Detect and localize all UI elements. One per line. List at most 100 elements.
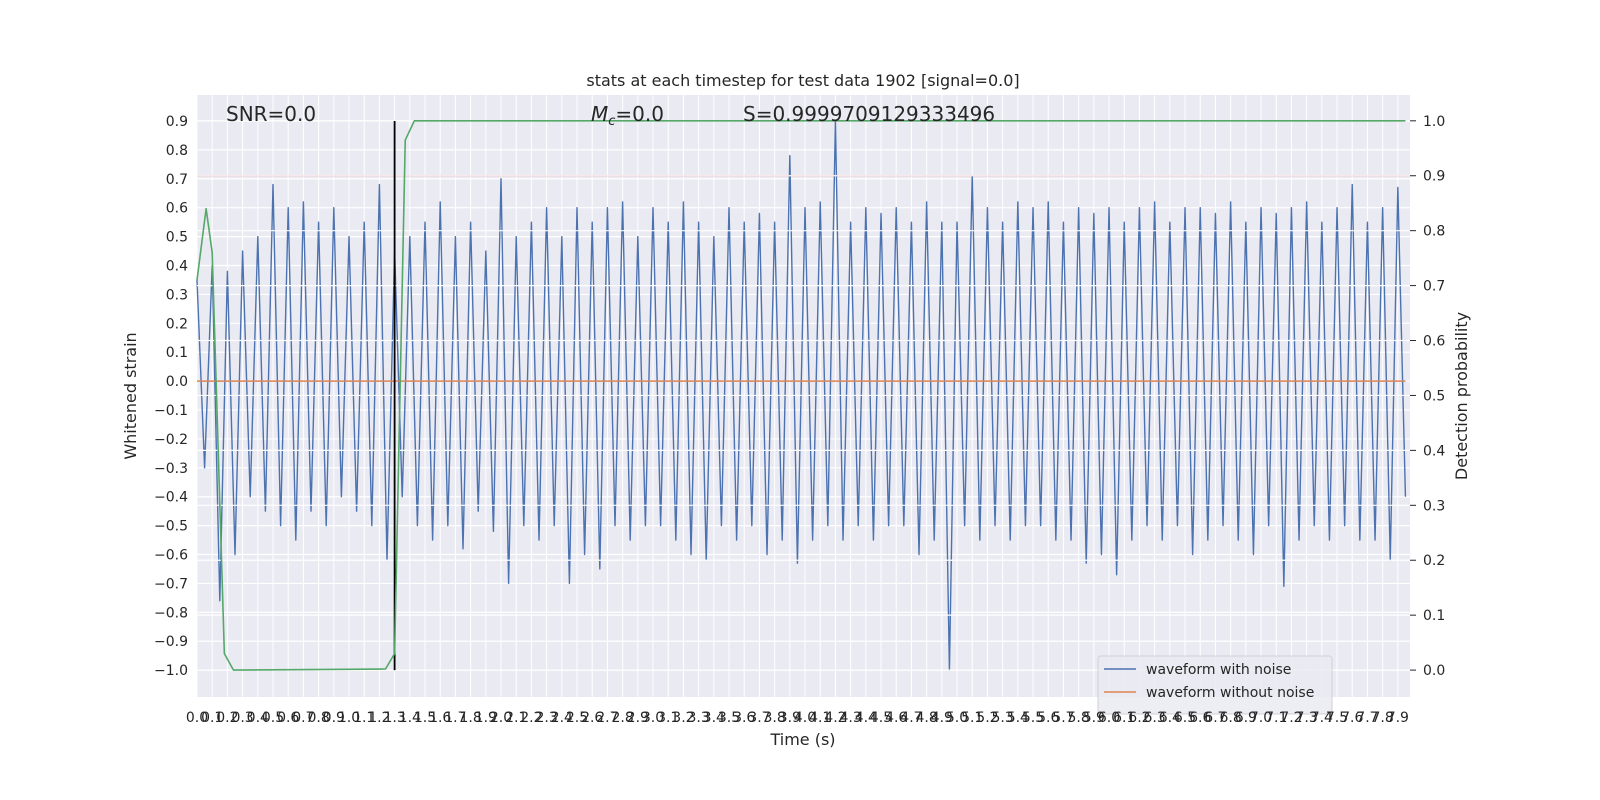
x-tick-label: 0.5 (262, 710, 284, 726)
x-tick-label: 4.1 (809, 710, 831, 726)
mc-subscript: c (608, 114, 615, 129)
x-tick-label: 7.6 (1341, 710, 1363, 726)
y2-tick-label: 1.0 (1423, 114, 1445, 130)
annotation-snr: SNR=0.0 (226, 102, 316, 126)
x-tick-label: 6.8 (1220, 710, 1242, 726)
x-tick-label: 1.7 (444, 710, 466, 726)
series-line (196, 120, 1407, 671)
x-tick-label: 1.0 (338, 710, 360, 726)
legend-label: waveform with noise (1146, 662, 1291, 678)
x-tick-label: 6.4 (1159, 710, 1181, 726)
x-tick-label: 6.7 (1204, 710, 1226, 726)
x-tick-label: 2.0 (490, 710, 512, 726)
mc-symbol: M (591, 102, 608, 126)
x-tick-label: 5.4 (1007, 710, 1029, 726)
y-tick-label: −0.4 (154, 490, 188, 506)
x-tick-label: 0.0 (186, 710, 208, 726)
y-tick-label: 0.6 (166, 201, 188, 217)
x-tick-label: 0.9 (323, 710, 345, 726)
x-tick-label: 4.4 (855, 710, 877, 726)
x-tick-label: 6.3 (1143, 710, 1165, 726)
x-tick-label: 2.5 (566, 710, 588, 726)
x-tick-label: 5.7 (1052, 710, 1074, 726)
y-axis-label: Whitened strain (121, 332, 140, 459)
y-tick-label: −0.8 (154, 605, 188, 621)
x-axis-label: Time (s) (769, 730, 835, 749)
x-tick-label: 3.0 (642, 710, 664, 726)
x-tick-label: 4.2 (824, 710, 846, 726)
x-tick-label: 2.9 (627, 710, 649, 726)
y-tick-label: −0.9 (154, 634, 188, 650)
y-tick-label: −0.2 (154, 432, 188, 448)
x-tick-label: 6.0 (1098, 710, 1120, 726)
x-tick-label: 7.9 (1387, 710, 1409, 726)
x-tick-label: 1.1 (353, 710, 375, 726)
x-tick-label: 5.3 (991, 710, 1013, 726)
x-tick-label: 7.1 (1265, 710, 1287, 726)
y2-tick-label: 0.7 (1423, 279, 1445, 295)
legend-box (1097, 655, 1333, 715)
x-tick-label: 5.9 (1083, 710, 1105, 726)
legend: waveform with noise waveform without nois… (1097, 655, 1333, 715)
x-tick-label: 7.2 (1280, 710, 1302, 726)
y2-tick-label: 0.1 (1423, 608, 1445, 624)
y2-tick-label: 0.9 (1423, 169, 1445, 185)
x-tick-label: 7.4 (1311, 710, 1333, 726)
x-tick-label: 6.9 (1235, 710, 1257, 726)
x-tick-label: 0.4 (247, 710, 269, 726)
y2-tick-label: 0.6 (1423, 334, 1445, 350)
x-tick-label: 5.2 (976, 710, 998, 726)
x-tick-label: 2.6 (581, 710, 603, 726)
x-tick-label: 4.5 (870, 710, 892, 726)
x-tick-label: 5.8 (1067, 710, 1089, 726)
y-tick-label: −0.7 (154, 576, 188, 592)
x-tick-label: 4.9 (931, 710, 953, 726)
x-tick-label: 7.3 (1296, 710, 1318, 726)
x-tick-label: 1.8 (459, 710, 481, 726)
x-tick-label: 3.1 (657, 710, 679, 726)
annotation-score: S=0.9999709129333496 (743, 102, 995, 126)
x-tick-label: 3.4 (703, 710, 725, 726)
x-tick-label: 5.0 (946, 710, 968, 726)
x-tick-label: 3.5 (718, 710, 740, 726)
x-tick-label: 2.2 (520, 710, 542, 726)
y-tick-label: −0.3 (154, 461, 188, 477)
x-tick-label: 2.3 (535, 710, 557, 726)
annotation-mc: Mc=0.0 (591, 102, 664, 129)
x-tick-label: 7.0 (1250, 710, 1272, 726)
y-tick-label: 0.4 (166, 259, 188, 275)
x-tick-label: 4.0 (794, 710, 816, 726)
y-tick-label: −1.0 (154, 663, 188, 679)
x-tick-label: 0.7 (292, 710, 314, 726)
x-tick-label: 2.8 (611, 710, 633, 726)
y-tick-label: 0.8 (166, 143, 188, 159)
y-tick-label: 0.2 (166, 316, 188, 332)
series-line (196, 120, 1406, 671)
y-tick-label: 0.3 (166, 287, 188, 303)
y-tick-label: 0.7 (166, 172, 188, 188)
x-tick-label: 7.5 (1326, 710, 1348, 726)
y2-tick-label: 0.2 (1423, 553, 1445, 569)
x-tick-label: 7.7 (1356, 710, 1378, 726)
x-tick-label: 4.8 (915, 710, 937, 726)
x-tick-label: 1.6 (429, 710, 451, 726)
plot-area (196, 120, 1410, 671)
x-tick-label: 3.7 (748, 710, 770, 726)
y2-tick-label: 0.8 (1423, 224, 1445, 240)
y-tick-label: −0.6 (154, 548, 188, 564)
x-tick-label: 1.3 (383, 710, 405, 726)
x-tick-label: 5.6 (1037, 710, 1059, 726)
y2-tick-label: 0.3 (1423, 498, 1445, 514)
x-tick-label: 4.7 (900, 710, 922, 726)
x-tick-label: 6.2 (1128, 710, 1150, 726)
mc-text: =0.0 (615, 102, 664, 126)
x-tick-label: 0.8 (307, 710, 329, 726)
x-tick-label: 4.3 (839, 710, 861, 726)
x-tick-label: 3.3 (687, 710, 709, 726)
x-tick-label: 2.1 (505, 710, 527, 726)
x-tick-label: 3.9 (779, 710, 801, 726)
y-tick-label: 0.5 (166, 230, 188, 246)
x-tick-label: 6.1 (1113, 710, 1135, 726)
x-tick-label: 2.4 (551, 710, 573, 726)
